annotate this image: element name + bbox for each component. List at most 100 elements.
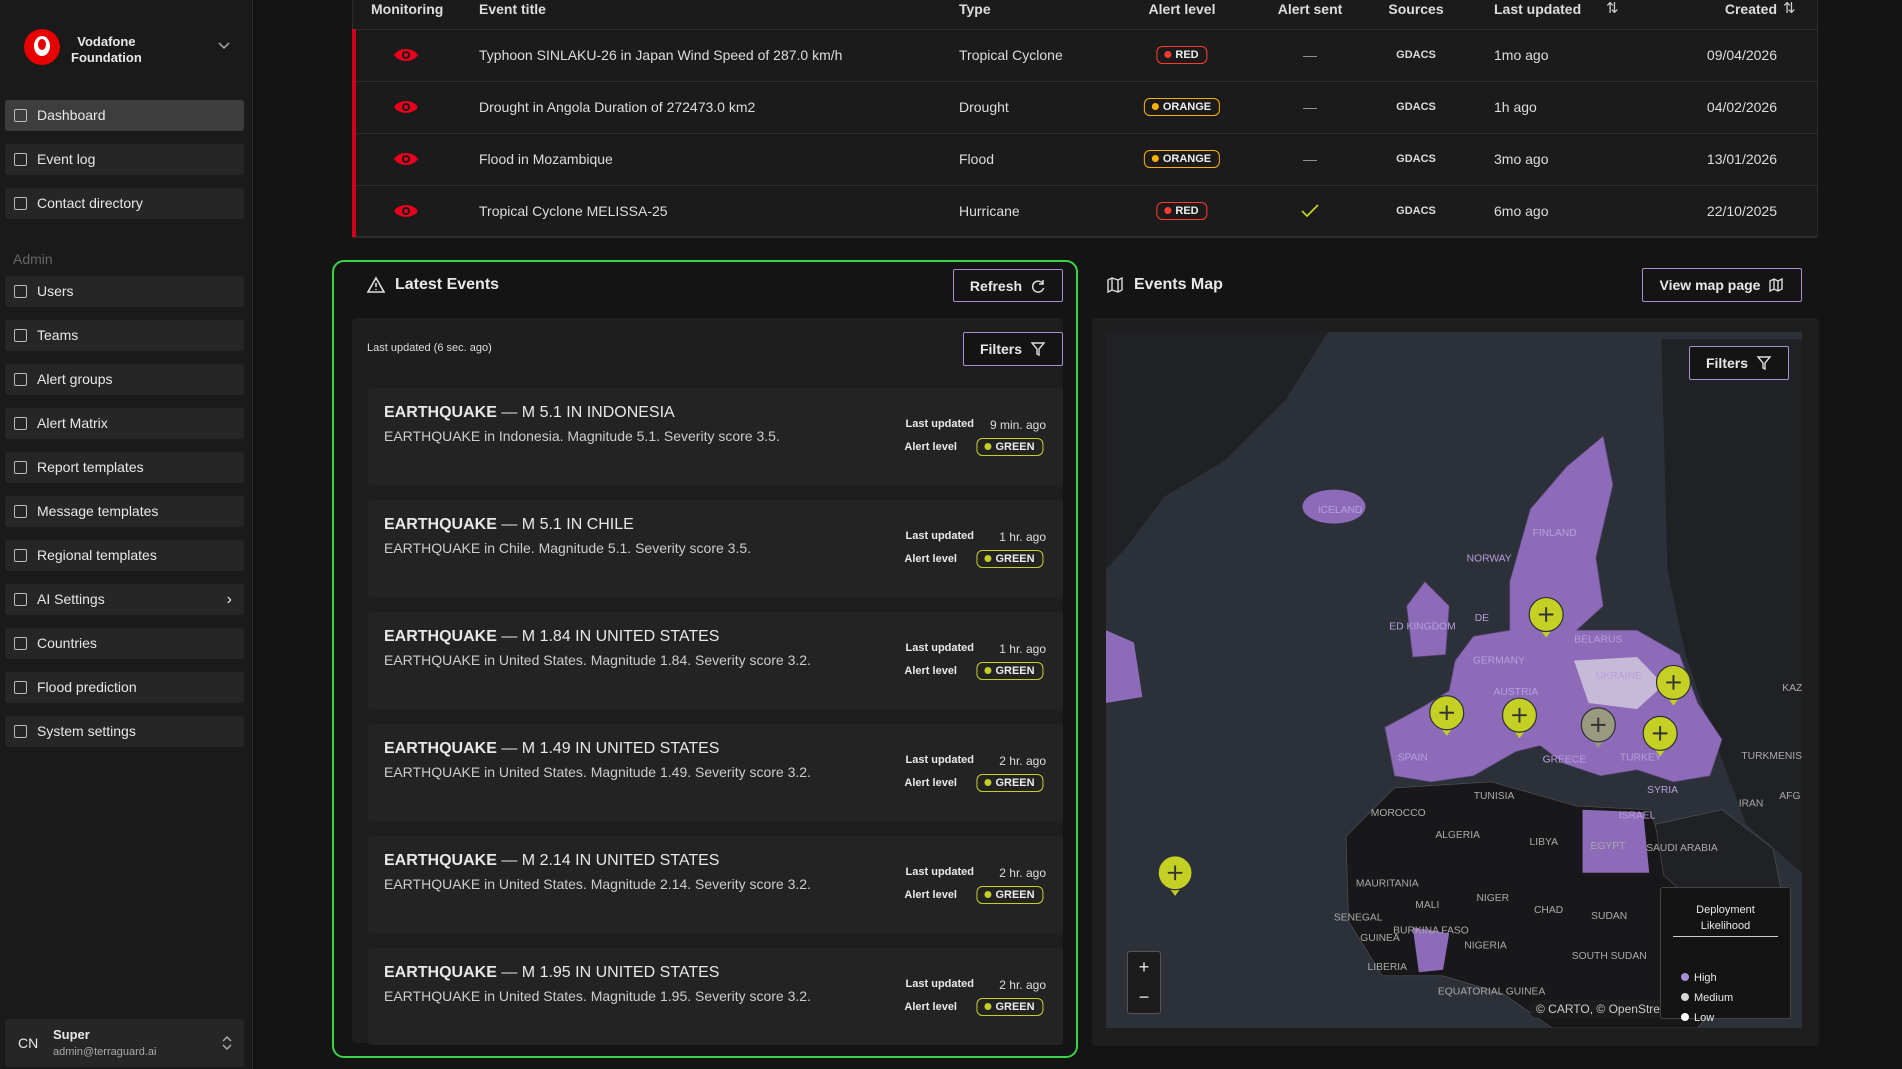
- legend-title-line: Deployment: [1696, 904, 1755, 916]
- nav-item[interactable]: Alert Matrix: [5, 408, 244, 439]
- updated-label: Last updated: [905, 978, 974, 990]
- filters-button[interactable]: Filters: [963, 332, 1063, 366]
- column-header: Sources: [1388, 1, 1444, 17]
- event-desc: EARTHQUAKE in United States. Magnitude 1…: [384, 764, 811, 780]
- logo: [24, 29, 60, 65]
- nav-item[interactable]: Countries: [5, 628, 244, 659]
- header-border: [353, 29, 1817, 30]
- nav-item[interactable]: Regional templates: [5, 540, 244, 571]
- nav-icon: [14, 329, 27, 342]
- event-marker[interactable]: [1642, 715, 1678, 757]
- nav-icon: [14, 681, 27, 694]
- nav-item[interactable]: Event log: [5, 144, 244, 175]
- nav-icon: [14, 725, 27, 738]
- level-label: Alert level: [904, 889, 957, 901]
- nav-label: Regional templates: [37, 547, 157, 563]
- source: GDACS: [1396, 49, 1436, 61]
- event-marker[interactable]: [1528, 596, 1564, 638]
- refresh-button[interactable]: Refresh: [953, 269, 1063, 302]
- column-header: Monitoring: [371, 1, 444, 17]
- user-box[interactable]: CN Super admin@terraguard.ai: [5, 1019, 244, 1067]
- event-type: Flood: [959, 151, 995, 167]
- map-label: SUDAN: [1591, 911, 1627, 922]
- event-card[interactable]: EARTHQUAKE — M 1.84 IN UNITED STATES EART…: [368, 612, 1063, 709]
- column-header: Last updated: [1494, 1, 1582, 17]
- event-headline: EARTHQUAKE — M 5.1 IN INDONESIA: [384, 404, 675, 422]
- legend-title-line: Likelihood: [1700, 920, 1751, 932]
- event-card[interactable]: EARTHQUAKE — M 2.14 IN UNITED STATES EART…: [368, 836, 1063, 933]
- event-headline: EARTHQUAKE — M 1.49 IN UNITED STATES: [384, 740, 719, 758]
- event-kind: EARTHQUAKE: [384, 964, 497, 981]
- nav-item[interactable]: Dashboard: [5, 100, 244, 131]
- row-marker: [352, 133, 356, 185]
- level-label: Alert level: [904, 665, 957, 677]
- chevron[interactable]: [218, 42, 230, 50]
- event-card[interactable]: EARTHQUAKE — M 1.95 IN UNITED STATES EART…: [368, 948, 1063, 1045]
- zoom-in[interactable]: +: [1138, 957, 1150, 977]
- latest-events-panel: [332, 260, 1078, 1058]
- sort-icon: ⇅: [1606, 0, 1619, 17]
- event-marker[interactable]: [1655, 664, 1692, 706]
- map-label: ICELAND: [1318, 505, 1363, 516]
- map[interactable]: ICELAND FINLAND NORWAY DE ED KINGDOM BELARUS G…: [1106, 332, 1802, 1028]
- map-label: ED KINGDOM: [1389, 621, 1455, 632]
- region-high: [1406, 581, 1450, 658]
- event-card[interactable]: EARTHQUAKE — M 1.49 IN UNITED STATES EART…: [368, 724, 1063, 821]
- event-marker[interactable]: [1157, 855, 1193, 896]
- view-map-button[interactable]: View map page: [1642, 268, 1802, 302]
- map-label: GREECE: [1543, 755, 1587, 766]
- legend-swatch: [1681, 1013, 1689, 1021]
- nav-item[interactable]: System settings: [5, 716, 244, 747]
- map-label: TURKMENIS: [1741, 751, 1802, 762]
- nav-item[interactable]: Flood prediction: [5, 672, 244, 703]
- legend-item: Medium: [1681, 992, 1733, 1004]
- nav-item[interactable]: Report templates: [5, 452, 244, 483]
- nav-item[interactable]: Contact directory: [5, 188, 244, 219]
- map-icon: [1107, 276, 1123, 294]
- event-marker[interactable]: [1429, 695, 1465, 736]
- event-heading: — M 5.1 IN INDONESIA: [501, 404, 675, 421]
- monitoring-icon[interactable]: [393, 46, 419, 64]
- nav-item[interactable]: Alert groups: [5, 364, 244, 395]
- nav-item[interactable]: AI Settings ›: [5, 584, 244, 615]
- map-label: DE: [1475, 613, 1489, 624]
- event-card[interactable]: EARTHQUAKE — M 5.1 IN CHILE EARTHQUAKE in…: [368, 500, 1063, 597]
- badge-label: RED: [1175, 49, 1199, 61]
- nav-item[interactable]: Teams: [5, 320, 244, 351]
- map-label: CHAD: [1534, 905, 1563, 916]
- level-label: Alert level: [904, 553, 957, 565]
- updated-label: Last updated: [905, 866, 974, 878]
- source: GDACS: [1396, 101, 1436, 113]
- updated-time: 1 hr. ago: [999, 530, 1046, 544]
- event-desc: EARTHQUAKE in Indonesia. Magnitude 5.1. …: [384, 428, 780, 444]
- nav-icon: [14, 153, 27, 166]
- map-filters-button[interactable]: Filters: [1689, 346, 1789, 380]
- nav-item[interactable]: Message templates: [5, 496, 244, 527]
- map-label: TURKEY: [1620, 752, 1662, 763]
- event-title: Typhoon SINLAKU-26 in Japan Wind Speed o…: [479, 47, 843, 63]
- event-marker[interactable]: [1580, 707, 1616, 748]
- event-title: Tropical Cyclone MELISSA-25: [479, 203, 668, 219]
- event-card[interactable]: EARTHQUAKE — M 5.1 IN INDONESIA EARTHQUAK…: [368, 388, 1063, 485]
- legend-swatch: [1681, 993, 1689, 1001]
- badge-dot: [1164, 207, 1172, 214]
- sort-icon: ⇅: [1783, 0, 1796, 17]
- nav-item[interactable]: Users: [5, 276, 244, 307]
- monitoring-icon[interactable]: [393, 150, 419, 168]
- nav-label: Alert groups: [37, 371, 113, 387]
- event-headline: EARTHQUAKE — M 5.1 IN CHILE: [384, 516, 634, 534]
- chevron: ›: [226, 591, 232, 608]
- monitoring-icon[interactable]: [393, 202, 419, 220]
- map-label: GERMANY: [1473, 655, 1525, 666]
- map-label: NIGERIA: [1464, 940, 1506, 951]
- column-header: Created: [1724, 1, 1777, 17]
- nav-label: Event log: [37, 151, 96, 167]
- zoom-out[interactable]: −: [1138, 987, 1150, 1007]
- event-marker[interactable]: [1501, 697, 1538, 739]
- map-label: LIBYA: [1530, 837, 1559, 848]
- event-heading: — M 2.14 IN UNITED STATES: [501, 852, 720, 869]
- last-updated: 1h ago: [1494, 99, 1537, 115]
- monitoring-icon[interactable]: [393, 98, 419, 116]
- filter-icon: [1030, 342, 1046, 357]
